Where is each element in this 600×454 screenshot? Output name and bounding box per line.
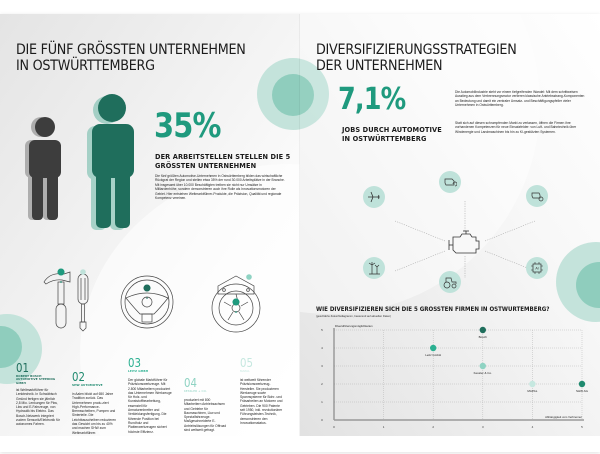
stat-label-line: JOBS DURCH AUTOMOTIVE [342, 126, 442, 134]
stat-label: JOBS DURCH AUTOMOTIVE IN OSTWÜRTTEMBERG [342, 126, 442, 143]
stat-paragraph: Die fünf größten Automotive-Unternehmen … [155, 174, 285, 201]
left-page: DIE FÜNF GRÖSSTEN UNTERNEHMEN IN OSTWÜRT… [0, 14, 300, 436]
company-description: Der globale Marktführer für Präzisionswe… [128, 378, 172, 434]
data-point [479, 362, 486, 370]
engine-recycle-icon [444, 178, 457, 187]
hammer-icon [43, 271, 71, 329]
spoke-wind-turbine [363, 257, 385, 279]
x-tick-label: 3 [482, 425, 484, 429]
company-name: KESSLER + CO. [184, 389, 207, 393]
ai-chip-icon: AI [531, 262, 543, 274]
stat-label: DER ARBEITSTELLEN STELLEN DIE 5 GRÖSSTEN… [155, 153, 290, 170]
person-icon [25, 117, 61, 220]
stat-value-35: 35% [154, 106, 221, 146]
screwdriver-pin-icon [80, 269, 86, 275]
spoke-ai-chip: AI [526, 257, 548, 279]
decor-circle-inner [0, 326, 22, 368]
engine-oil-icon [531, 192, 544, 202]
stat-label-line: DER ARBEITSTELLEN STELLEN DIE 5 [155, 153, 291, 161]
brake-disc-icon [211, 275, 261, 333]
x-tick-label: 4 [532, 425, 534, 429]
scatter-chart: 0 1 2 3 4 5 0 1 2 3 4 5 Diversifizierungsmöglichkeit… [321, 324, 589, 429]
title-line: DER UNTERNEHMEN [316, 58, 443, 74]
spoke-tractor [439, 271, 461, 293]
page-title: DIVERSIFIZIERUNGSSTRATEGIEN DER UNTERNEH… [316, 42, 517, 74]
company-description: produziert mit 800 Mitarbeitern Antriebs… [184, 398, 227, 433]
data-point [430, 344, 437, 352]
company-name: SHW AUTOMOTIVE [72, 383, 103, 387]
y-tick-label: 3 [321, 364, 323, 368]
diversification-hub-diagram [394, 201, 536, 278]
chart-title: WIE DIVERSIFIZIEREN SICH DIE 5 GRÖSSTEN … [316, 306, 550, 313]
stat-label-line: IN OSTWÜRTTEMBERG [342, 134, 427, 143]
engine-icon [448, 230, 480, 254]
company-description: ist weltweit führender Präzisionswerkzeu… [240, 378, 283, 425]
screwdriver-icon [77, 273, 89, 332]
title-line: IN OSTWÜRTTEMBERG [16, 58, 155, 74]
y-axis-label: Diversifizierungsmöglichkeiten [335, 324, 373, 328]
x-tick-label: 2 [432, 425, 434, 429]
data-point-label: Kessler & Co. [474, 371, 493, 375]
hammer-pin-icon [57, 268, 65, 283]
data-point-label: Leitz GmbH [425, 353, 441, 357]
product-icons [43, 268, 261, 333]
stat-value-7-1: 7,1% [338, 82, 406, 117]
y-tick-label: 0 [321, 418, 323, 422]
company-number: 04 [184, 376, 197, 390]
person-icon [87, 94, 134, 230]
company-name: MAPAL [240, 369, 250, 373]
data-point [479, 326, 486, 334]
company-name: ROBERT BOSCH AUTOMOTIVE STEERING GMBH [16, 374, 56, 385]
company-number: 01 [16, 361, 29, 375]
hub-connectors [394, 201, 536, 278]
x-tick-label: 5 [581, 425, 583, 429]
company-number: 03 [128, 356, 141, 370]
steering-wheel-icon [120, 275, 174, 329]
brake-pin-icon [232, 298, 240, 313]
steering-pin-icon [143, 284, 151, 299]
x-tick-label: 1 [383, 425, 385, 429]
data-point-label: SHW AG [576, 389, 589, 393]
data-point-label: MAPAL [527, 389, 537, 393]
magazine-spread: DIE FÜNF GRÖSSTEN UNTERNEHMEN IN OSTWÜRT… [0, 14, 600, 452]
company-description: in Aalen blickt auf 650 Jahre Tradition … [72, 392, 116, 435]
data-point-label: Bosch [479, 335, 488, 339]
spoke-airplane [363, 186, 385, 208]
title-line: DIE FÜNF GRÖSSTEN UNTERNEHMEN [16, 42, 246, 58]
intro-paragraph: Statt sich auf diesen schrumpfenden Mark… [455, 121, 577, 134]
y-tick-label: 4 [321, 346, 323, 350]
spoke-engine-oil [526, 185, 548, 207]
title-line: DIVERSIFIZIERUNGSSTRATEGIEN [316, 42, 517, 58]
right-page: DIVERSIFIZIERUNGSSTRATEGIEN DER UNTERNEH… [300, 14, 600, 436]
intro-paragraph: Die Automobilindustrie steht vor einem t… [455, 90, 585, 108]
spoke-engine-recycle [439, 171, 461, 193]
stat-label-line: GRÖSSTEN UNTERNEHMEN [155, 161, 257, 170]
data-point [529, 380, 536, 388]
x-tick-label: 0 [333, 425, 335, 429]
decor-circle-inner [300, 74, 314, 116]
page-title: DIE FÜNF GRÖSSTEN UNTERNEHMEN IN OSTWÜRT… [16, 42, 246, 74]
company-name: LEITZ GMBH [128, 369, 149, 373]
chart-subtitle: (geschätzte Zukunftsdiagramm, basierend … [316, 315, 391, 318]
data-point [578, 380, 586, 388]
tractor-icon [443, 277, 457, 289]
y-tick-label: 2 [321, 382, 323, 386]
company-number: 02 [72, 370, 85, 384]
company-number: 05 [240, 356, 253, 370]
airplane-icon [368, 191, 380, 203]
wind-turbine-icon [368, 262, 380, 275]
x-axis-label: Abhängigkeit vom Verbrenner [545, 415, 582, 419]
brake-pin-icon-top [246, 274, 252, 280]
company-description: ist Weltmarktführer für Lenktechnik. In … [16, 388, 60, 427]
svg-text:AI: AI [535, 267, 538, 271]
decor-circle-inner [272, 74, 300, 116]
y-tick-label: 5 [321, 328, 323, 332]
y-tick-label: 1 [321, 400, 323, 404]
person-figures [25, 94, 134, 230]
